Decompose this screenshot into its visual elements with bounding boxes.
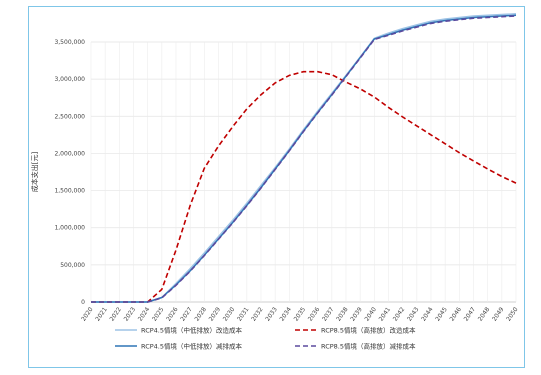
series-lines bbox=[91, 13, 517, 303]
x-tick-label: 2033 bbox=[264, 306, 279, 323]
x-tick-label: 2039 bbox=[349, 306, 364, 323]
x-tick-label: 2038 bbox=[335, 306, 350, 323]
x-tick-label: 2029 bbox=[208, 306, 223, 323]
x-tick-label: 2032 bbox=[250, 306, 265, 323]
x-tick-label: 2026 bbox=[165, 306, 180, 323]
y-tick-label: 3,500,000 bbox=[54, 39, 85, 46]
x-tick-label: 2027 bbox=[179, 306, 194, 323]
x-tick-label: 2047 bbox=[463, 306, 478, 323]
x-tick-label: 2044 bbox=[420, 306, 435, 323]
x-tick-label: 2042 bbox=[392, 306, 407, 323]
chart-frame: 0 500,000 1,000,000 1,500,000 2,000,000 2,500… bbox=[28, 6, 525, 368]
x-tick-label: 2037 bbox=[321, 306, 336, 323]
x-tick-label: 2048 bbox=[477, 306, 492, 323]
legend-label: RCP4.5情境（中低排放）减排成本 bbox=[141, 341, 242, 350]
x-tick-label: 2024 bbox=[137, 306, 152, 323]
y-tick-label: 1,500,000 bbox=[54, 188, 85, 195]
x-tick-label: 2021 bbox=[94, 306, 109, 323]
x-tick-label: 2046 bbox=[448, 306, 463, 323]
x-tick-label: 2049 bbox=[491, 306, 506, 323]
series-line bbox=[91, 15, 517, 303]
y-tick-label: 2,500,000 bbox=[54, 113, 85, 120]
x-axis-ticks: 2020 2021 2022 2023 2024 2025 2026 2027 2028 2029… bbox=[80, 306, 520, 323]
x-tick-label: 2034 bbox=[278, 306, 293, 323]
y-tick-label: 0 bbox=[81, 299, 85, 306]
y-tick-label: 500,000 bbox=[60, 262, 85, 269]
line-chart: 0 500,000 1,000,000 1,500,000 2,000,000 2,500… bbox=[30, 13, 520, 350]
y-axis-ticks: 0 500,000 1,000,000 1,500,000 2,000,000 2,500… bbox=[54, 39, 85, 306]
y-tick-label: 1,000,000 bbox=[54, 225, 85, 232]
y-axis-label: 成本支出[元] bbox=[30, 152, 39, 193]
x-tick-label: 2022 bbox=[108, 306, 123, 323]
grid bbox=[90, 41, 517, 303]
x-tick-label: 2030 bbox=[222, 306, 237, 323]
x-tick-label: 2036 bbox=[307, 306, 322, 323]
x-tick-label: 2028 bbox=[193, 306, 208, 323]
x-tick-label: 2023 bbox=[123, 306, 138, 323]
x-tick-label: 2025 bbox=[151, 306, 166, 323]
legend: RCP4.5情境（中低排放）改造成本 RCP8.5情境（高排放）改造成本 RCP4.… bbox=[115, 325, 416, 350]
x-tick-label: 2020 bbox=[80, 306, 95, 323]
legend-label: RCP4.5情境（中低排放）改造成本 bbox=[141, 325, 242, 334]
series-line bbox=[91, 70, 517, 303]
x-tick-label: 2040 bbox=[363, 306, 378, 323]
x-tick-label: 2041 bbox=[378, 306, 393, 323]
x-tick-label: 2050 bbox=[505, 306, 520, 323]
y-tick-label: 3,000,000 bbox=[54, 76, 85, 83]
y-tick-label: 2,000,000 bbox=[54, 150, 85, 157]
x-tick-label: 2045 bbox=[434, 306, 449, 323]
x-tick-label: 2043 bbox=[406, 306, 421, 323]
legend-label: RCP8.5情境（高排放）减排成本 bbox=[321, 341, 416, 350]
legend-label: RCP8.5情境（高排放）改造成本 bbox=[321, 325, 416, 334]
x-tick-label: 2035 bbox=[293, 306, 308, 323]
x-tick-label: 2031 bbox=[236, 306, 251, 323]
